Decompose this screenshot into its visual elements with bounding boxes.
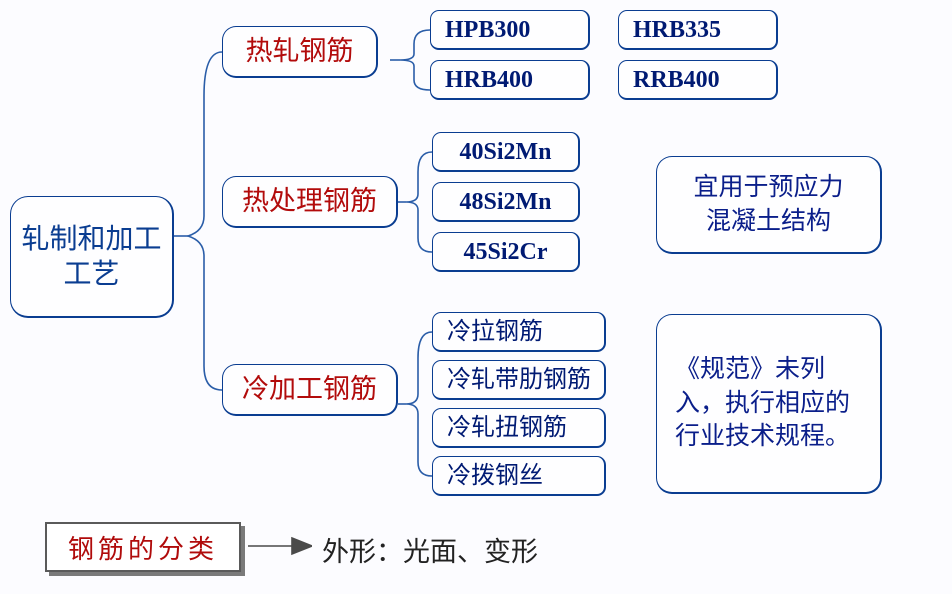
grade-hrb400: HRB400 — [430, 60, 590, 100]
brace-heat-treated — [398, 132, 432, 272]
brace-hot-rolled — [390, 10, 430, 100]
grade-hrb335: HRB335 — [618, 10, 778, 50]
category-cold-worked: 冷加工钢筋 — [222, 364, 398, 416]
category-hot-rolled: 热轧钢筋 — [222, 26, 378, 78]
grade-hpb300: HPB300 — [430, 10, 590, 50]
grade-45si2cr: 45Si2Cr — [432, 232, 580, 272]
cold-type-4: 冷拨钢丝 — [432, 456, 606, 496]
root-node: 轧制和加工 工艺 — [10, 196, 174, 318]
grade-48si2mn: 48Si2Mn — [432, 182, 580, 222]
brace-cold-worked — [398, 312, 432, 496]
note-prestress: 宜用于预应力 混凝土结构 — [656, 156, 882, 254]
diagram-title: 钢筋的分类 — [45, 522, 241, 572]
brace-root — [174, 26, 222, 396]
arrow-icon — [248, 534, 312, 558]
grade-40si2mn: 40Si2Mn — [432, 132, 580, 172]
grade-rrb400: RRB400 — [618, 60, 778, 100]
cold-type-1: 冷拉钢筋 — [432, 312, 606, 352]
category-heat-treated: 热处理钢筋 — [222, 176, 398, 228]
note-spec: 《规范》未列入，执行相应的行业技术规程。 — [656, 314, 882, 494]
cold-type-3: 冷轧扭钢筋 — [432, 408, 606, 448]
shape-description: 外形：光面、变形 — [322, 530, 538, 569]
cold-type-2: 冷轧带肋钢筋 — [432, 360, 606, 400]
